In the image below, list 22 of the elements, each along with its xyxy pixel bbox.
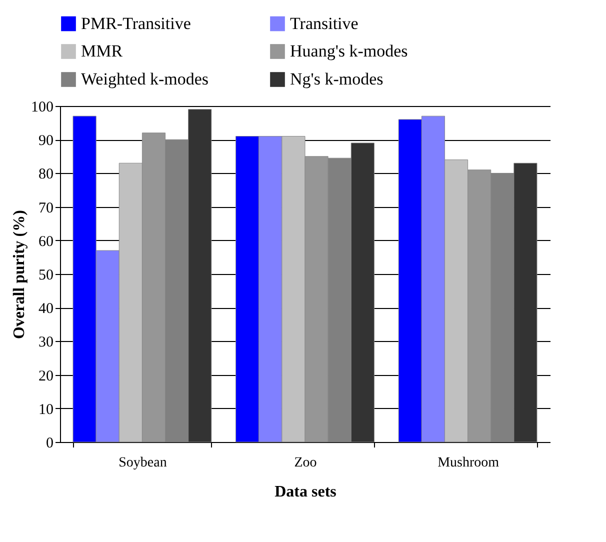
y-tick-label: 30 <box>38 334 54 351</box>
y-tick-label: 0 <box>46 436 54 452</box>
x-tick-label: Soybean <box>118 456 167 470</box>
x-tick-label: Mushroom <box>438 456 500 470</box>
y-tick-label: 90 <box>38 133 54 150</box>
legend-label: MMR <box>81 42 124 60</box>
y-tick-label: 100 <box>31 100 54 116</box>
legend-label: Huang's k-modes <box>290 42 408 60</box>
y-tick-label: 10 <box>38 402 54 418</box>
x-axis-title: Data sets <box>274 484 336 500</box>
legend-label: PMR-Transitive <box>81 14 191 33</box>
y-tick-label: 50 <box>38 268 54 284</box>
y-tick-label: 80 <box>38 166 54 183</box>
y-tick-label: 60 <box>38 234 54 250</box>
legend-label: Ng's k-modes <box>290 70 384 88</box>
legend-label: Transitive <box>290 14 358 33</box>
y-axis-title: Overall purity (%) <box>11 210 28 339</box>
y-tick-label: 40 <box>38 301 54 318</box>
y-tick-label: 70 <box>38 200 54 216</box>
x-tick-label: Zoo <box>294 456 317 470</box>
legend-label: Weighted k-modes <box>81 70 209 88</box>
y-tick-label: 20 <box>38 368 54 384</box>
